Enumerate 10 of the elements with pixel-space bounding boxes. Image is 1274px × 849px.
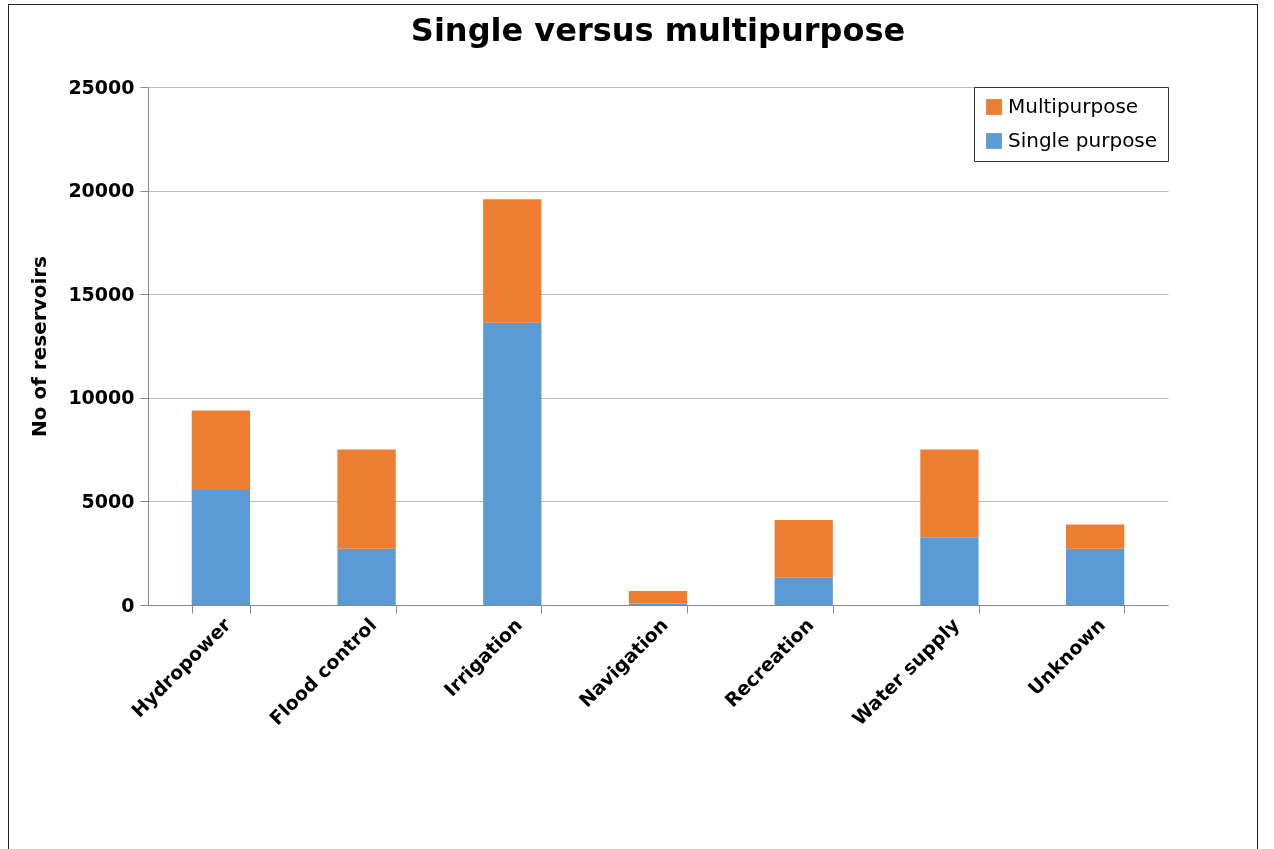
y-tick-label: 10000 <box>68 386 135 409</box>
y-tick-label: 15000 <box>68 282 135 305</box>
y-tick-label: 0 <box>121 593 135 616</box>
legend-label: Multipurpose <box>1008 94 1139 118</box>
y-tick-label: 20000 <box>68 179 135 202</box>
legend-label: Single purpose <box>1008 128 1158 152</box>
y-tick-label: 25000 <box>68 75 135 98</box>
y-tick-label: 5000 <box>81 489 135 512</box>
y-axis-title: No of reservoirs <box>27 255 52 438</box>
chart-title: Single versus multipurpose <box>410 11 906 49</box>
